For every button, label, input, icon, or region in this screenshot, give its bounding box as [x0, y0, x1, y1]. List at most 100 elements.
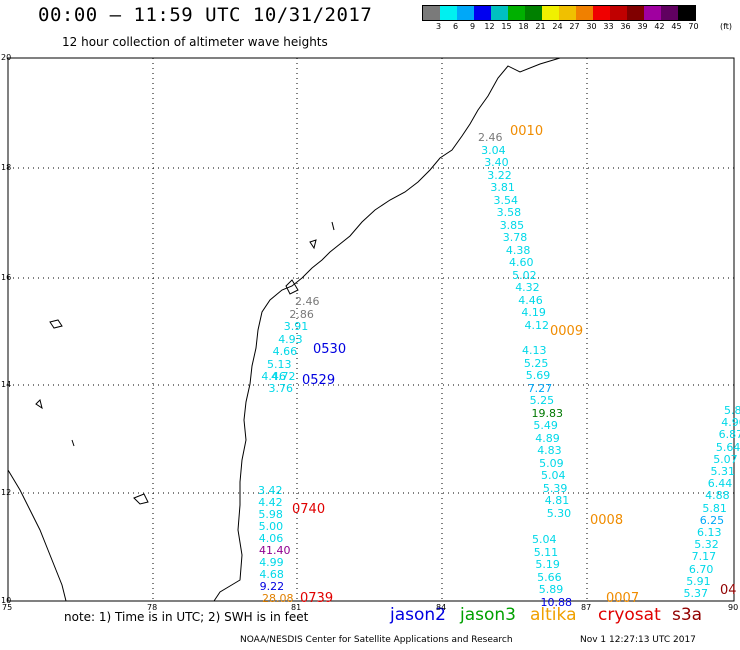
wave-height-value: 3.76: [268, 382, 294, 395]
coastline-island: [35, 399, 43, 410]
wave-height-value: 5.81: [702, 501, 727, 515]
x-tick-label: 81: [291, 603, 302, 612]
wave-height-value: 7.27: [527, 381, 553, 395]
scale-label: 18: [518, 22, 529, 31]
wave-height-value: 5.07: [713, 452, 738, 466]
wave-height-value: 4.88: [705, 489, 730, 503]
wave-height-value: 3.22: [487, 168, 512, 182]
scale-swatch: [423, 6, 440, 20]
track-time-label: 0529: [302, 373, 336, 388]
wave-height-value: 3.58: [496, 206, 522, 219]
scale-swatch: [610, 6, 627, 20]
wave-height-value: 6.70: [688, 562, 714, 576]
wave-height-value: 3.04: [481, 143, 506, 157]
wave-height-value: 2.46: [478, 131, 503, 144]
wave-height-value: 2.46: [295, 295, 320, 308]
wave-height-value: 5.64: [715, 440, 740, 454]
wave-height-value: 5.25: [529, 394, 555, 407]
track-time-label: 0008: [590, 513, 624, 528]
track-time-label: 0010: [510, 124, 544, 139]
scale-swatch: [525, 6, 542, 20]
wave-height-value: 5.13: [267, 357, 292, 371]
wave-height-value: 5.91: [686, 574, 711, 588]
y-tick-label: 10: [1, 596, 12, 605]
wave-height-value: 4.46: [518, 293, 543, 307]
coastline-island: [49, 319, 63, 329]
wave-height-value: 4.32: [515, 281, 540, 294]
track-time-label: 0009: [550, 324, 584, 339]
scale-swatch: [593, 6, 610, 20]
wave-height-value: 5.04: [541, 469, 566, 482]
wave-height-value: 5.04: [532, 533, 557, 546]
wave-height-value: 5.25: [523, 356, 549, 370]
scale-label: 36: [620, 22, 631, 31]
x-tick-label: 84: [436, 603, 447, 612]
wave-height-value: 4.90: [721, 416, 740, 430]
legend-item-cryosat: cryosat: [598, 605, 661, 625]
color-scale-labels: 3 6 9 12 15 18 21 24 27 30 33 36 39 42 45 70: [422, 22, 740, 34]
wave-height-value: 4.12: [524, 318, 550, 332]
page-subtitle: 12 hour collection of altimeter wave hei…: [62, 35, 328, 49]
scale-swatch: [661, 6, 678, 20]
y-tick-label: 20: [1, 53, 12, 62]
wave-height-value: 4.42: [258, 496, 283, 509]
scale-label: 39: [637, 22, 648, 31]
scale-label: 70: [688, 22, 699, 31]
wave-height-value: 4.83: [537, 444, 562, 457]
y-tick-label: 18: [1, 163, 12, 172]
scale-swatch: [576, 6, 593, 20]
scale-label: 30: [586, 22, 597, 31]
wave-height-value: 6.44: [707, 477, 733, 491]
wave-height-value: 3.40: [484, 156, 509, 169]
wave-height-value: 3.54: [493, 193, 519, 207]
footer-note: note: 1) Time is in UTC; 2) SWH is in fe…: [64, 610, 309, 624]
scale-swatch: [627, 6, 644, 20]
scale-label: 12: [484, 22, 495, 31]
wave-height-value: 9.22: [259, 580, 285, 593]
scale-swatch: [678, 6, 695, 20]
scale-label: 42: [654, 22, 665, 31]
coastline-island: [285, 279, 299, 295]
wave-height-value: 3.85: [499, 218, 525, 232]
wave-height-value: 3.42: [258, 484, 283, 497]
wave-height-value: 4.68: [259, 568, 284, 581]
scale-swatch: [508, 6, 525, 20]
wave-height-value: 41.40: [259, 544, 291, 557]
wave-height-value: 5.49: [533, 419, 558, 432]
credit-text: NOAA/NESDIS Center for Satellite Applica…: [240, 635, 513, 645]
wave-height-value: 28.08: [262, 592, 294, 605]
wave-height-value: 4.13: [522, 344, 547, 357]
x-tick-label: 90: [728, 603, 739, 612]
wave-height-value: 4.72: [271, 370, 296, 383]
coastline-island: [331, 221, 335, 231]
wave-height-value: 4.06: [258, 532, 284, 545]
scale-swatch: [474, 6, 491, 20]
wave-height-value: 4.60: [509, 256, 534, 269]
wave-height-value: 5.32: [694, 538, 719, 552]
wave-height-value: 4.81: [544, 494, 570, 507]
wave-height-value: 5.30: [546, 506, 572, 520]
y-tick-label: 16: [1, 273, 12, 282]
scale-label: 33: [603, 22, 614, 31]
wave-height-value: 19.83: [531, 406, 564, 420]
scale-swatch: [440, 6, 457, 20]
wave-height-value: 4.38: [505, 243, 531, 257]
scale-label: 15: [501, 22, 512, 31]
scale-label: 45: [671, 22, 682, 31]
legend-item-jason3: jason3: [460, 605, 516, 625]
coastline-island: [133, 493, 149, 505]
coastline-island: [71, 439, 75, 447]
x-tick-label: 75: [2, 603, 13, 612]
wave-height-value: 5.66: [537, 570, 562, 584]
wave-height-value: 5.31: [710, 465, 736, 478]
wave-height-value: 4.66: [272, 345, 298, 358]
scale-swatch: [491, 6, 508, 20]
wave-height-value: 5.98: [258, 508, 283, 521]
scale-label: 27: [569, 22, 580, 31]
y-tick-label: 14: [1, 380, 12, 389]
map-frame: [7, 57, 735, 602]
wave-height-value: 5.19: [535, 558, 560, 571]
wave-height-value: 5.81: [724, 404, 740, 417]
wave-height-value: 5.02: [512, 268, 537, 282]
